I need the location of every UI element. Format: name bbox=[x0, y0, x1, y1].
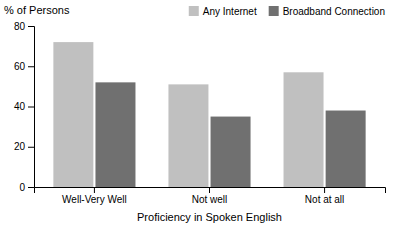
tick-mark bbox=[209, 187, 210, 193]
legend-item: Broadband Connection bbox=[269, 6, 385, 17]
tick-mark bbox=[28, 107, 34, 108]
tick: 80 bbox=[14, 21, 34, 32]
y-axis-title: % of Persons bbox=[4, 4, 70, 16]
x-axis: Well-Very Well Not well Not at all bbox=[35, 187, 386, 205]
bar bbox=[211, 117, 251, 187]
legend-swatch bbox=[189, 6, 199, 16]
tick: 0 bbox=[19, 182, 34, 193]
bar bbox=[326, 111, 366, 187]
tick: Well-Very Well bbox=[62, 187, 127, 205]
tick-mark bbox=[28, 26, 34, 27]
tick-label: 20 bbox=[14, 141, 26, 152]
tick-mark bbox=[94, 187, 95, 193]
tick-mark bbox=[28, 147, 34, 148]
legend-item: Any Internet bbox=[189, 6, 257, 17]
tick: 40 bbox=[14, 101, 34, 112]
tick: 60 bbox=[14, 61, 34, 72]
tick-label: Not well bbox=[192, 194, 228, 205]
tick-label: Well-Very Well bbox=[62, 194, 127, 205]
x-axis-title: Proficiency in Spoken English bbox=[137, 211, 282, 223]
tick-label: 60 bbox=[14, 61, 26, 72]
axis-line bbox=[28, 27, 35, 188]
bar bbox=[284, 72, 324, 187]
tick: 20 bbox=[14, 141, 34, 152]
legend-swatch bbox=[269, 6, 279, 16]
bar bbox=[168, 84, 208, 187]
tick-mark bbox=[28, 187, 34, 188]
tick-mark bbox=[324, 187, 325, 193]
legend-label: Broadband Connection bbox=[283, 6, 385, 17]
legend: Any Internet Broadband Connection bbox=[189, 6, 385, 17]
plot: 0 20 40 60 80 Well-Very Well Not well Not at al… bbox=[14, 21, 386, 205]
legend-label: Any Internet bbox=[203, 6, 257, 17]
tick-label: Not at all bbox=[305, 194, 344, 205]
tick-label: 80 bbox=[14, 21, 26, 32]
bar bbox=[53, 42, 93, 187]
tick: Not well bbox=[192, 187, 228, 205]
tick-label: 0 bbox=[19, 182, 25, 193]
tick: Not at all bbox=[305, 187, 344, 205]
chart: 0 20 40 60 80 Well-Very Well Not well Not at al… bbox=[0, 0, 397, 227]
axis-line bbox=[35, 188, 386, 194]
y-axis: 0 20 40 60 80 bbox=[14, 21, 35, 193]
tick-mark bbox=[28, 66, 34, 67]
tick-label: 40 bbox=[14, 101, 26, 112]
bars bbox=[53, 42, 365, 187]
bar bbox=[95, 82, 135, 187]
